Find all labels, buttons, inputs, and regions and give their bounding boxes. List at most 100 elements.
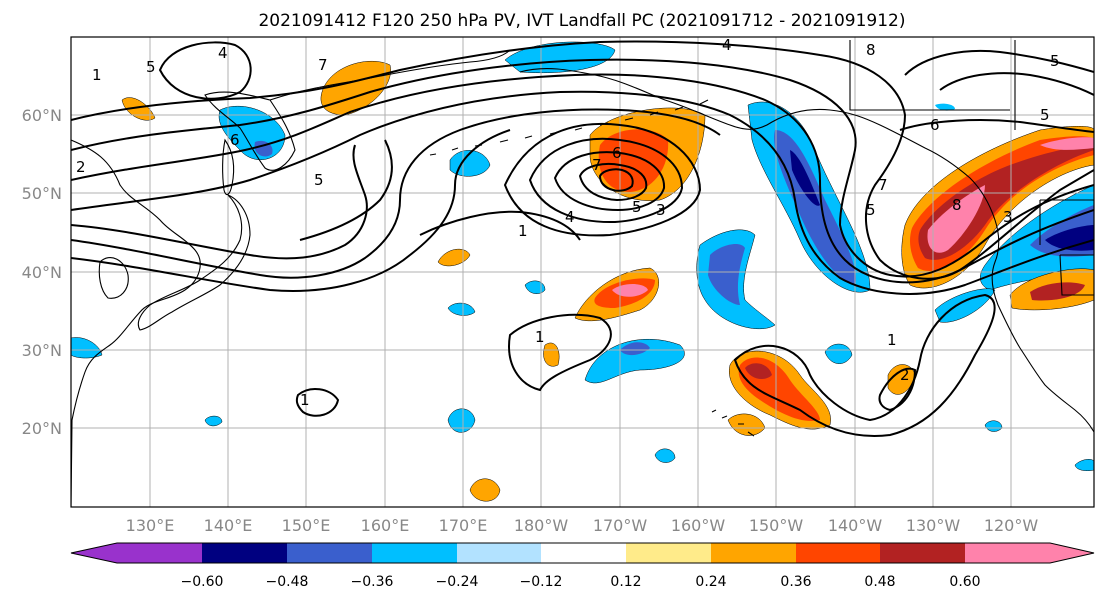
lon-tick-label: 140°E xyxy=(204,516,253,535)
colorbar-segment xyxy=(457,543,541,563)
pv-contour xyxy=(528,137,684,224)
pv-contour xyxy=(553,151,666,212)
shaded-field xyxy=(71,41,1094,502)
colorbar-tick-label: −0.24 xyxy=(436,574,479,590)
negative-anomaly-region xyxy=(708,244,745,305)
negative-anomaly-region xyxy=(447,302,476,316)
pv-contour xyxy=(419,210,581,241)
colorbar-tick-label: −0.60 xyxy=(181,574,224,590)
colorbar-segment xyxy=(541,543,626,563)
lon-tick-label: 170°W xyxy=(593,516,648,535)
colorbar-tick-label: 0.24 xyxy=(695,574,726,590)
lon-tick-label: 130°W xyxy=(906,516,961,535)
positive-anomaly-region xyxy=(598,129,669,192)
contour-labels: 4 5 7 4 5 2 5 8 1 6 6 5 7 5 3 1 4 5 6 7 xyxy=(76,37,1060,409)
negative-anomaly-region xyxy=(824,343,853,364)
lon-tick-label: 120°W xyxy=(984,516,1039,535)
contour-label: 2 xyxy=(76,158,86,176)
negative-anomaly-region xyxy=(620,342,650,356)
positive-anomaly-region xyxy=(437,248,471,267)
contour-label: 5 xyxy=(632,198,642,216)
pv-contour xyxy=(503,122,702,237)
colorbar-segment xyxy=(711,543,796,563)
pv-contour xyxy=(733,293,996,437)
negative-anomaly-region xyxy=(654,448,676,463)
lat-tick-label: 50°N xyxy=(22,184,62,203)
colorbar-tick-label: −0.12 xyxy=(520,574,563,590)
contour-label: 1 xyxy=(535,328,545,346)
positive-anomaly-region xyxy=(927,185,985,253)
colorbar: −0.60 −0.48 −0.36 −0.24 −0.12 0.12 0.24 … xyxy=(70,542,1095,590)
contour-label: 3 xyxy=(1003,208,1013,226)
colorbar-segment xyxy=(965,543,1094,563)
positive-anomaly-region xyxy=(469,478,501,502)
pv-contour xyxy=(71,129,511,292)
contour-label: 8 xyxy=(866,41,876,59)
colorbar-tick-label: 0.36 xyxy=(780,574,811,590)
colorbar-segment xyxy=(796,543,880,563)
pv-contour xyxy=(598,168,634,192)
map-frame xyxy=(70,36,1095,508)
colorbar-segment xyxy=(880,543,965,563)
contour-label: 6 xyxy=(230,131,240,149)
colorbar-segment xyxy=(626,543,711,563)
lat-tick-label: 60°N xyxy=(22,106,62,125)
colorbar-tick-label: 0.60 xyxy=(949,574,980,590)
lat-tick-label: 40°N xyxy=(22,263,62,282)
pv-contour xyxy=(939,72,1094,96)
negative-anomaly-region xyxy=(935,103,955,111)
negative-anomaly-region xyxy=(447,408,476,433)
contour-label: 6 xyxy=(930,116,940,134)
negative-anomaly-region xyxy=(524,280,546,294)
contour-label: 3 xyxy=(656,201,666,219)
lon-tick-label: 180°W xyxy=(514,516,569,535)
negative-anomaly-region xyxy=(790,150,820,206)
pv-contour xyxy=(904,49,1094,76)
lon-tick-label: 150°W xyxy=(749,516,804,535)
lat-tick-label: 30°N xyxy=(22,341,62,360)
lon-tick-label: 160°E xyxy=(361,516,410,535)
pv-contour xyxy=(578,162,648,202)
contour-label: 7 xyxy=(592,156,602,174)
contour-label: 4 xyxy=(218,44,228,62)
contour-label: 6 xyxy=(612,144,622,162)
lat-tick-label: 20°N xyxy=(22,419,62,438)
colorbar-tick-label: 0.48 xyxy=(864,574,895,590)
negative-anomaly-region xyxy=(71,337,103,359)
korea-coastline xyxy=(98,257,129,299)
contour-label: 1 xyxy=(300,391,310,409)
pv-contour xyxy=(71,58,1094,278)
positive-anomaly-region xyxy=(543,342,560,367)
positive-anomaly-region xyxy=(612,284,648,297)
colorbar-tick-label: 0.12 xyxy=(610,574,641,590)
border-lines xyxy=(849,40,1094,296)
negative-anomaly-region xyxy=(934,288,996,323)
contour-label: 5 xyxy=(146,58,156,76)
pv-contour xyxy=(508,313,612,392)
siberia-coastline xyxy=(269,49,511,101)
asia-coastline xyxy=(71,139,201,507)
negative-anomaly-region xyxy=(204,415,223,427)
lon-tick-label: 170°E xyxy=(439,516,488,535)
positive-anomaly-region xyxy=(1030,282,1085,301)
contour-label: 1 xyxy=(887,331,897,349)
lon-tick-label: 160°W xyxy=(671,516,726,535)
pv-contour xyxy=(71,40,1094,280)
positive-anomaly-region xyxy=(745,363,772,380)
colorbar-outline xyxy=(70,542,1095,564)
pv-contour xyxy=(299,139,393,241)
map-panel: 4 5 7 4 5 2 5 8 1 6 6 5 7 5 3 1 4 5 6 7 xyxy=(70,36,1095,508)
pv-contour xyxy=(899,119,1094,133)
pv-contour xyxy=(71,90,1094,295)
contour-label: 8 xyxy=(952,196,962,214)
pv-contour xyxy=(71,144,368,260)
pv-contour xyxy=(158,41,252,100)
colorbar-segment xyxy=(372,543,457,563)
positive-anomaly-region xyxy=(1040,137,1094,150)
lon-tick-labels: 130°E 140°E 150°E 160°E 170°E 180°W 170°… xyxy=(126,516,1039,535)
pv-contour xyxy=(71,108,721,279)
pv-contours xyxy=(71,40,1094,437)
colorbar-segment xyxy=(71,543,202,563)
hawaii-islands xyxy=(711,409,755,437)
